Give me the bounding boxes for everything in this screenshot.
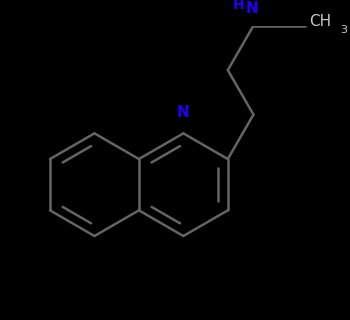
- Text: N: N: [177, 105, 190, 120]
- Text: 3: 3: [340, 25, 347, 35]
- Text: N: N: [245, 1, 258, 16]
- Text: CH: CH: [309, 13, 331, 28]
- Text: H: H: [232, 0, 244, 12]
